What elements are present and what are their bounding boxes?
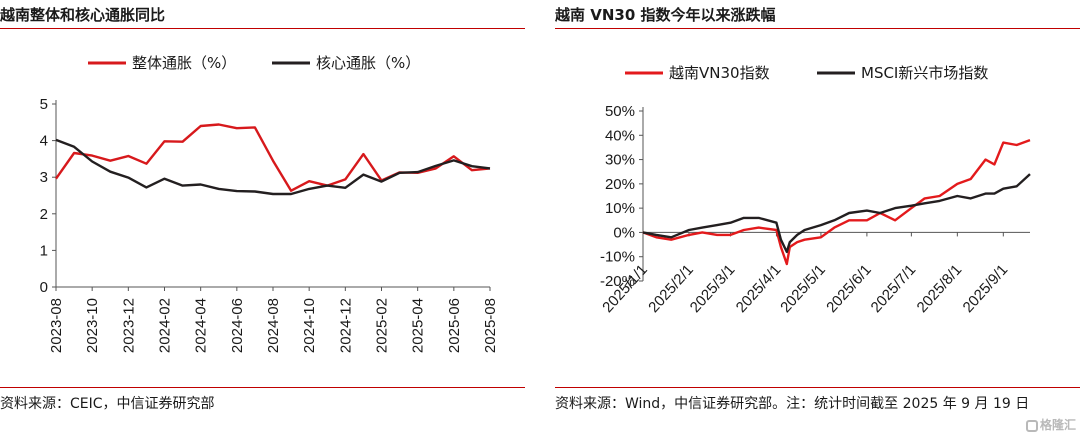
legend: 整体通胀（%） 核心通胀（%） (88, 54, 420, 72)
left-chart-title: 越南整体和核心通胀同比 (0, 6, 166, 24)
x-tick-label: 2025-02 (374, 298, 391, 353)
x-tick-label: 2024-12 (337, 298, 354, 353)
y-tick-label: 50% (605, 103, 635, 120)
x-tick-label: 2024-06 (229, 298, 246, 353)
x-tick-label: 2025-06 (446, 298, 463, 353)
plot-area: -20%-10%0%10%20%30%40%50%2025/1/12025/2/… (599, 103, 1031, 316)
series-line-2 (642, 173, 1031, 254)
y-tick-label: 2 (40, 206, 48, 223)
x-tick-label: 2024-04 (193, 298, 210, 353)
left-chart-source: 资料来源：CEIC，中信证券研究部 (0, 396, 215, 412)
x-tick-label: 2025/7/1 (868, 261, 920, 316)
left-inflation-chart: 0 1 2 3 4 5 2023-08 2023-10 2023-12 2024-02 2024-0… (40, 54, 499, 353)
x-tick-label: 2025/9/1 (960, 261, 1012, 316)
legend-label-1: 整体通胀（%） (132, 54, 236, 72)
watermark: 格隆汇 (1025, 416, 1076, 433)
legend-label-2: MSCI新兴市场指数 (861, 64, 988, 82)
x-tick-label: 2025/3/1 (687, 261, 739, 316)
x-tick-label: 2025/8/1 (914, 261, 966, 316)
y-tick-label: 20% (605, 176, 635, 193)
legend-label-2: 核心通胀（%） (316, 54, 420, 72)
x-tick-label: 2024-02 (157, 298, 174, 353)
y-tick-label: 4 (40, 133, 48, 150)
right-chart-source: 资料来源：Wind，中信证券研究部。注：统计时间截至 2025 年 9 月 19… (555, 396, 1030, 412)
y-tick-label: 1 (40, 242, 48, 259)
x-tick-label: 2025/6/1 (823, 261, 875, 316)
right-chart-panel: 越南 VN30 指数今年以来涨跌幅 -20% -10% 0% 10% 20% 30% 40%… (555, 0, 1080, 440)
x-tick-label: 2024-10 (301, 298, 318, 353)
y-tick-label: 30% (605, 152, 635, 169)
y-tick-label: 3 (40, 169, 48, 186)
y-tick-label: -20% (600, 273, 635, 290)
left-title-divider (0, 28, 525, 29)
right-vn30-chart: -20%-10%0%10%20%30%40%50%2025/1/12025/2/… (599, 64, 1031, 316)
y-tick-label: 0 (40, 279, 48, 296)
x-tick-label: 2023-08 (48, 298, 65, 353)
right-source-divider (555, 387, 1080, 388)
legend: 越南VN30指数 MSCI新兴市场指数 (625, 64, 988, 82)
x-tick-label: 2024-08 (265, 298, 282, 353)
series-line-1 (55, 123, 491, 192)
right-chart-title: 越南 VN30 指数今年以来涨跌幅 (555, 6, 776, 24)
plot-area: 0 1 2 3 4 5 2023-08 2023-10 2023-12 2024-02 2024-0… (40, 96, 499, 353)
x-tick-label: 2025/5/1 (777, 261, 829, 316)
y-tick-label: 5 (40, 96, 48, 113)
left-chart-panel: 越南整体和核心通胀同比 0 1 2 3 4 5 2023-08 2023-10 2023-12 2… (0, 0, 525, 440)
series-line-2 (55, 138, 491, 196)
x-tick-label: 2023-12 (120, 298, 137, 353)
x-tick-label: 2023-10 (84, 298, 101, 353)
watermark-text: 格隆汇 (1039, 418, 1076, 432)
y-tick-label: 40% (605, 127, 635, 144)
left-source-divider (0, 387, 525, 388)
x-tick-label: 2025-08 (482, 298, 499, 353)
x-tick-label: 2025/4/1 (733, 261, 785, 316)
x-tick-label: 2025-04 (410, 298, 427, 353)
series-line-1 (642, 138, 1031, 266)
right-title-divider (555, 28, 1080, 29)
y-tick-label: 10% (605, 200, 635, 217)
y-tick-label: -10% (600, 249, 635, 266)
legend-label-1: 越南VN30指数 (669, 64, 770, 82)
y-tick-label: 0% (613, 224, 635, 241)
watermark-logo-icon (1025, 420, 1038, 432)
